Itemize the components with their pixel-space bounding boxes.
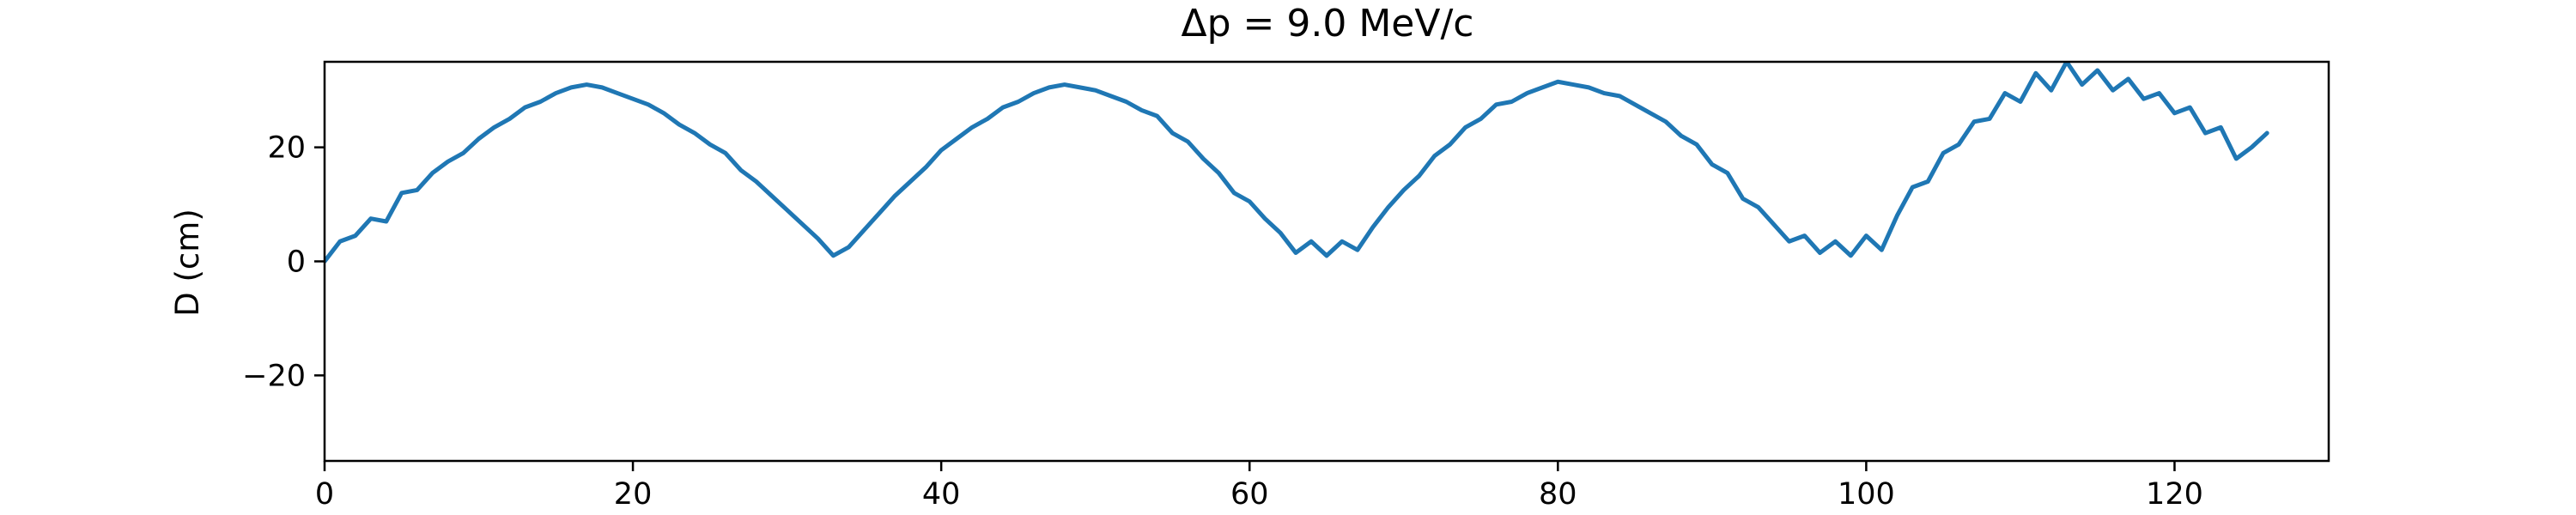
axis-ticks: 0 20 40 60 80 100 120 −20 0 20 <box>242 131 2203 512</box>
y-tick-label: 20 <box>267 131 306 166</box>
x-tick-label: 100 <box>1838 477 1895 512</box>
x-tick-label: 20 <box>614 477 653 512</box>
x-tick-label: 60 <box>1230 477 1269 512</box>
plot-area <box>325 62 2269 264</box>
y-axis-label: D (cm) <box>169 209 206 317</box>
series-line-0 <box>325 62 2269 264</box>
x-tick-label: 0 <box>315 477 334 512</box>
x-tick-label: 120 <box>2146 477 2203 512</box>
x-tick-label: 40 <box>922 477 961 512</box>
y-tick-label: 0 <box>287 245 306 280</box>
x-tick-label: 80 <box>1539 477 1577 512</box>
plot-frame <box>323 60 2330 463</box>
chart-title: Δp = 9.0 MeV/c <box>1182 2 1474 45</box>
y-tick-label: −20 <box>242 359 306 393</box>
